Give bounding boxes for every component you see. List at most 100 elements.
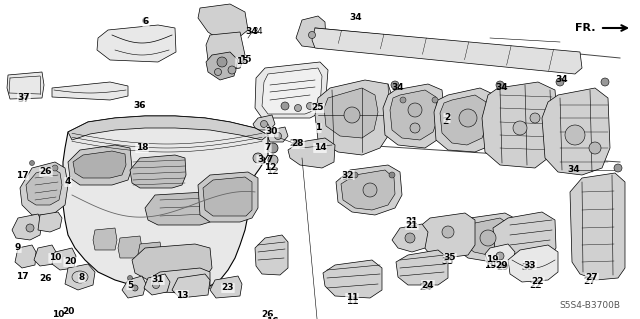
Circle shape bbox=[363, 183, 377, 197]
Polygon shape bbox=[38, 212, 62, 232]
Text: 3: 3 bbox=[257, 155, 263, 165]
Text: FR.: FR. bbox=[575, 23, 596, 33]
Text: 7: 7 bbox=[267, 155, 273, 165]
Circle shape bbox=[601, 78, 609, 86]
Text: 29: 29 bbox=[496, 261, 508, 270]
Polygon shape bbox=[324, 88, 378, 138]
Text: 25: 25 bbox=[312, 103, 324, 113]
Polygon shape bbox=[206, 52, 238, 80]
Text: 20: 20 bbox=[64, 257, 76, 266]
Text: 36: 36 bbox=[134, 100, 147, 109]
Polygon shape bbox=[396, 250, 448, 285]
Circle shape bbox=[530, 113, 540, 123]
Circle shape bbox=[480, 230, 496, 246]
Text: 18: 18 bbox=[136, 144, 148, 152]
Text: 24: 24 bbox=[422, 280, 435, 290]
Text: 26: 26 bbox=[262, 309, 275, 318]
Circle shape bbox=[127, 276, 132, 280]
Circle shape bbox=[352, 172, 358, 178]
Text: 28: 28 bbox=[292, 139, 304, 149]
Text: 34: 34 bbox=[252, 27, 262, 36]
Circle shape bbox=[275, 132, 282, 139]
Text: 7: 7 bbox=[265, 144, 271, 152]
Text: 6: 6 bbox=[143, 18, 149, 26]
Text: 20: 20 bbox=[62, 307, 74, 316]
Polygon shape bbox=[315, 80, 395, 155]
Text: 33: 33 bbox=[524, 261, 536, 270]
Text: 8: 8 bbox=[79, 273, 85, 283]
Circle shape bbox=[308, 32, 316, 39]
Text: 37: 37 bbox=[18, 95, 30, 105]
Text: 34: 34 bbox=[246, 27, 259, 36]
Polygon shape bbox=[63, 116, 268, 292]
Circle shape bbox=[260, 121, 268, 128]
Text: 2: 2 bbox=[442, 117, 448, 127]
Circle shape bbox=[405, 233, 415, 243]
Circle shape bbox=[268, 143, 278, 153]
Polygon shape bbox=[392, 224, 428, 252]
Text: 22: 22 bbox=[529, 280, 541, 290]
Text: 2: 2 bbox=[444, 114, 450, 122]
Text: 16: 16 bbox=[266, 316, 278, 319]
Text: 15: 15 bbox=[239, 56, 252, 64]
Circle shape bbox=[408, 103, 422, 117]
Polygon shape bbox=[253, 115, 275, 130]
Polygon shape bbox=[150, 268, 210, 294]
Text: 16: 16 bbox=[266, 318, 278, 319]
Text: 14: 14 bbox=[314, 144, 326, 152]
Text: 34: 34 bbox=[568, 166, 580, 174]
Polygon shape bbox=[206, 32, 245, 72]
Circle shape bbox=[344, 107, 360, 123]
Text: 12: 12 bbox=[264, 164, 276, 173]
Polygon shape bbox=[52, 82, 128, 100]
Text: 10: 10 bbox=[52, 309, 64, 318]
Polygon shape bbox=[390, 90, 438, 140]
Text: 19: 19 bbox=[484, 261, 496, 270]
Polygon shape bbox=[485, 244, 515, 268]
Circle shape bbox=[389, 172, 395, 178]
Polygon shape bbox=[118, 236, 142, 258]
Polygon shape bbox=[65, 264, 95, 290]
Polygon shape bbox=[198, 4, 248, 40]
Circle shape bbox=[152, 281, 159, 288]
Polygon shape bbox=[255, 62, 328, 118]
Text: 33: 33 bbox=[522, 263, 534, 272]
Text: 9: 9 bbox=[15, 243, 21, 253]
Text: 24: 24 bbox=[420, 284, 432, 293]
Polygon shape bbox=[138, 242, 162, 264]
Text: 11: 11 bbox=[346, 293, 358, 302]
Polygon shape bbox=[144, 274, 170, 295]
Polygon shape bbox=[383, 84, 445, 148]
Text: 34: 34 bbox=[349, 13, 362, 23]
Circle shape bbox=[432, 97, 438, 103]
Text: 6: 6 bbox=[142, 18, 148, 26]
Polygon shape bbox=[434, 88, 498, 152]
Circle shape bbox=[132, 285, 138, 291]
Text: 26: 26 bbox=[40, 167, 52, 176]
Circle shape bbox=[513, 121, 527, 135]
Text: S5S4-B3700B: S5S4-B3700B bbox=[559, 301, 620, 310]
Text: 37: 37 bbox=[18, 93, 30, 102]
Polygon shape bbox=[440, 95, 488, 145]
Text: 3: 3 bbox=[259, 158, 265, 167]
Text: 35: 35 bbox=[442, 257, 454, 266]
Polygon shape bbox=[7, 72, 44, 99]
Text: 28: 28 bbox=[290, 139, 302, 149]
Text: 26: 26 bbox=[39, 274, 51, 283]
Circle shape bbox=[281, 102, 289, 110]
Text: 11: 11 bbox=[346, 298, 358, 307]
Polygon shape bbox=[93, 228, 117, 250]
Circle shape bbox=[614, 164, 622, 172]
Polygon shape bbox=[26, 168, 62, 205]
Polygon shape bbox=[132, 244, 212, 282]
Circle shape bbox=[26, 224, 34, 232]
Text: 27: 27 bbox=[584, 278, 596, 286]
Circle shape bbox=[565, 125, 585, 145]
Polygon shape bbox=[341, 170, 395, 210]
Text: 21: 21 bbox=[406, 218, 419, 226]
Polygon shape bbox=[570, 173, 625, 280]
Circle shape bbox=[459, 109, 477, 127]
Text: 13: 13 bbox=[176, 291, 188, 300]
Circle shape bbox=[228, 66, 236, 74]
Circle shape bbox=[214, 69, 221, 76]
